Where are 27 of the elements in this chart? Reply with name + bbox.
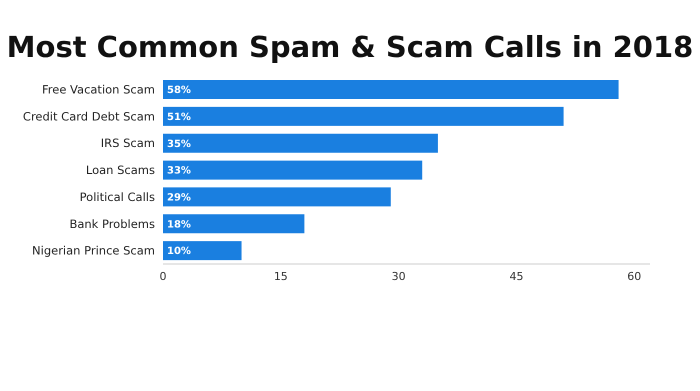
bar (163, 106, 564, 126)
y-tick-label: Loan Scams (86, 163, 155, 178)
bar (163, 241, 242, 260)
y-tick-label: Bank Problems (69, 216, 155, 231)
bar (163, 160, 422, 180)
chart-title: Most Common Spam & Scam Calls in 2018 (6, 30, 694, 64)
x-tick-label: 15 (274, 270, 288, 283)
data-label: 33% (167, 166, 191, 177)
bar (163, 187, 391, 206)
bar (163, 214, 304, 234)
data-label: 35% (167, 138, 191, 150)
data-label: 10% (167, 246, 191, 258)
y-tick-label: Free Vacation Scam (42, 82, 155, 97)
y-tick-label: Nigerian Prince Scam (32, 244, 155, 258)
bar (163, 80, 619, 99)
y-tick-label: IRS Scam (100, 136, 155, 150)
x-tick-label: 60 (627, 270, 642, 283)
data-label: 29% (167, 192, 191, 204)
data-label: 58% (167, 85, 191, 96)
data-label: 51% (167, 112, 191, 123)
x-tick-label: 0 (160, 270, 166, 283)
y-tick-label: Credit Card Debt Scam (22, 109, 155, 124)
x-tick-label: 30 (392, 270, 406, 283)
bar (163, 134, 438, 153)
data-label: 18% (167, 219, 191, 230)
x-tick-label: 45 (509, 270, 524, 283)
y-tick-label: Political Calls (80, 190, 155, 204)
